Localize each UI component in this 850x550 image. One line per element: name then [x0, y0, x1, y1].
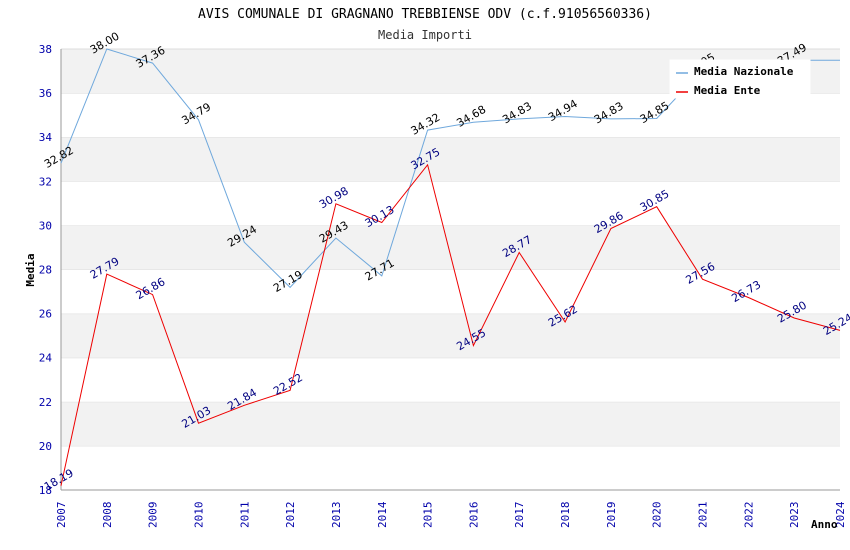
y-tick-label: 30 — [39, 219, 52, 232]
x-tick-label: 2007 — [55, 502, 68, 529]
y-tick-label: 24 — [39, 352, 53, 365]
y-tick-label: 36 — [39, 87, 52, 100]
chart-subtitle: Media Importi — [378, 28, 472, 42]
y-tick-label: 18 — [39, 484, 52, 497]
y-axis-ticks: 18 20 22 24 26 28 30 32 34 36 38 — [39, 43, 53, 497]
y-tick-label: 38 — [39, 43, 52, 56]
axes — [60, 49, 840, 491]
y-tick-label: 32 — [39, 175, 52, 188]
y-tick-label: 34 — [39, 131, 53, 144]
x-tick-label: 2017 — [513, 502, 526, 529]
y-tick-label: 20 — [39, 440, 52, 453]
grid-band — [61, 181, 840, 226]
chart-title: AVIS COMUNALE DI GRAGNANO TREBBIENSE ODV… — [198, 7, 652, 22]
x-tick-label: 2009 — [147, 502, 160, 529]
x-tick-label: 2021 — [697, 502, 710, 529]
grid-band — [61, 313, 840, 358]
y-tick-label: 22 — [39, 396, 52, 409]
x-axis-label: Anno — [811, 518, 838, 531]
grid-band — [61, 93, 840, 138]
grid-band — [61, 445, 840, 490]
x-tick-label: 2018 — [559, 502, 572, 529]
grid-bands — [61, 48, 840, 490]
legend-item-ente: Media Ente — [694, 84, 761, 97]
x-tick-label: 2015 — [422, 502, 435, 529]
y-tick-label: 26 — [39, 308, 52, 321]
grid-band — [61, 269, 840, 314]
x-tick-label: 2016 — [467, 502, 480, 529]
y-axis-label: Media — [24, 253, 37, 286]
x-tick-label: 2008 — [101, 502, 114, 529]
grid-band — [61, 401, 840, 446]
x-axis-ticks: 2007 2008 2009 2010 2011 2012 2013 2014 2015 2016… — [55, 501, 847, 528]
legend-item-nazionale: Media Nazionale — [694, 65, 794, 78]
x-tick-label: 2014 — [376, 501, 389, 528]
y-tick-label: 28 — [39, 264, 52, 277]
series-line-ente — [60, 163, 841, 486]
x-tick-label: 2022 — [742, 502, 755, 529]
grid-band — [61, 225, 840, 270]
x-tick-label: 2023 — [788, 502, 801, 529]
x-tick-label: 2010 — [192, 502, 205, 529]
grid-band — [61, 137, 840, 182]
x-tick-label: 2019 — [605, 502, 618, 529]
legend: Media Nazionale Media Ente — [669, 59, 811, 99]
x-tick-label: 2012 — [284, 502, 297, 529]
x-tick-label: 2011 — [238, 502, 251, 529]
x-tick-label: 2020 — [651, 502, 664, 529]
grid-band — [61, 357, 840, 402]
x-tick-label: 2013 — [330, 502, 343, 529]
x-tick-label: 2024 — [834, 501, 847, 528]
